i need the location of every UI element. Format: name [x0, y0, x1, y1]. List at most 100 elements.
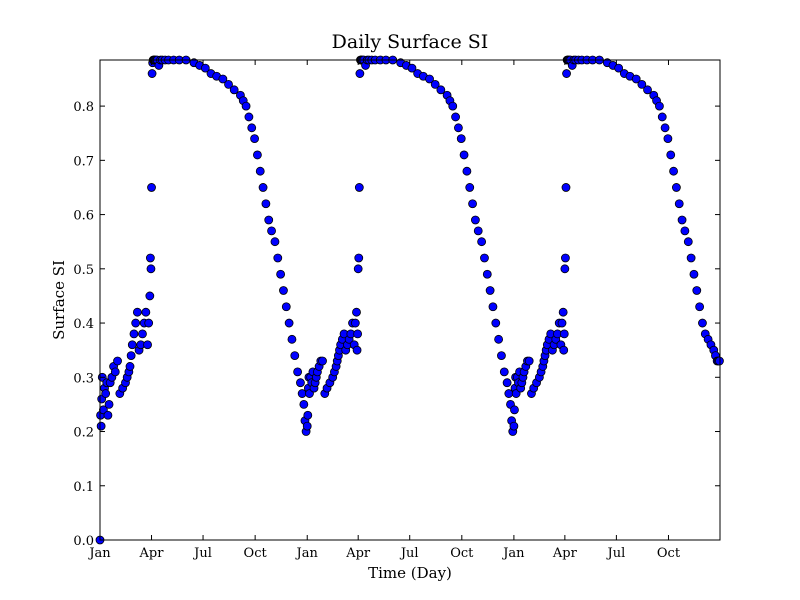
x-tick-label: Apr: [552, 546, 578, 561]
data-point: [715, 356, 724, 366]
data-point: [637, 80, 647, 89]
data-point: [270, 237, 280, 247]
data-point: [480, 253, 489, 263]
data-point: [302, 421, 312, 431]
data-point: [456, 134, 466, 144]
data-point: [244, 112, 254, 122]
data-point: [631, 74, 641, 84]
data-point: [509, 421, 519, 431]
data-point: [126, 351, 136, 360]
data-point: [430, 80, 440, 89]
data-point: [482, 269, 492, 279]
data-point: [436, 85, 446, 95]
data-point: [284, 318, 294, 328]
x-tick-label: Apr: [345, 546, 371, 561]
data-point: [692, 286, 702, 295]
y-tick-label: 0.7: [73, 154, 94, 169]
data-point: [104, 400, 114, 409]
y-tick-label: 0.0: [73, 534, 94, 549]
y-tick-label: 0.4: [73, 317, 94, 332]
x-axis-label: Time (Day): [368, 564, 452, 582]
data-point: [657, 112, 667, 122]
data-point: [143, 340, 152, 350]
data-point: [655, 101, 664, 111]
y-tick-label: 0.3: [73, 371, 94, 386]
x-tick-label: Jan: [295, 546, 319, 561]
data-point: [127, 340, 137, 350]
data-point: [146, 264, 156, 274]
data-point: [247, 123, 257, 133]
data-point: [643, 85, 652, 95]
data-point: [303, 410, 313, 420]
data-point: [494, 334, 504, 344]
data-point: [459, 150, 469, 160]
data-point: [113, 356, 122, 366]
x-tick-label: Oct: [657, 546, 681, 561]
data-point: [253, 150, 262, 160]
data-point: [510, 405, 519, 415]
y-axis-label: Surface SI: [50, 260, 68, 340]
data-point: [141, 307, 151, 317]
data-point: [666, 150, 676, 160]
y-tick-label: 0.5: [73, 263, 94, 278]
data-point: [559, 329, 569, 339]
data-point: [683, 237, 693, 247]
data-point: [560, 264, 570, 274]
data-point: [110, 367, 120, 377]
data-point: [101, 389, 111, 398]
data-point: [241, 101, 251, 111]
plot-area: 0.0 0.1 0.2 0.3 0.4 0.5 0.6 0.7 0.8 Jan Apr Jul Oct…: [73, 55, 724, 561]
data-point: [660, 123, 670, 133]
data-point: [218, 74, 228, 84]
data-point: [497, 351, 506, 360]
data-point: [224, 80, 233, 89]
data-point: [261, 199, 271, 209]
data-point: [491, 318, 501, 328]
x-tick-label: Oct: [450, 546, 474, 561]
data-point: [145, 253, 155, 263]
data-point: [499, 367, 509, 377]
data-point: [144, 318, 154, 328]
data-point: [558, 307, 568, 317]
data-point: [279, 286, 288, 295]
data-point: [663, 134, 673, 144]
data-point: [355, 69, 365, 78]
data-point: [258, 183, 268, 192]
data-point: [354, 183, 364, 192]
data-point: [689, 269, 699, 279]
data-point: [454, 123, 463, 133]
x-tick-label: Jul: [399, 546, 419, 561]
data-point: [103, 410, 113, 420]
x-tick-label: Apr: [139, 546, 165, 561]
data-point: [229, 85, 239, 95]
data-point: [281, 302, 291, 312]
data-point: [561, 183, 571, 192]
data-point: [145, 291, 155, 301]
data-point: [557, 318, 567, 328]
data-point: [465, 183, 475, 192]
data-point: [502, 378, 512, 388]
y-tick-label: 0.8: [73, 100, 94, 115]
data-point: [674, 199, 684, 209]
data-point: [698, 318, 707, 328]
data-point: [473, 226, 483, 236]
data-point: [296, 378, 305, 388]
data-point: [524, 356, 534, 366]
data-point: [562, 69, 571, 78]
data-point: [614, 63, 624, 73]
data-point: [131, 318, 141, 328]
x-tick-label: Jan: [501, 546, 525, 561]
data-point: [353, 329, 363, 339]
data-point: [677, 215, 687, 225]
data-point: [407, 63, 417, 73]
data-point: [477, 237, 487, 247]
data-point: [293, 367, 303, 377]
data-point: [448, 101, 458, 111]
data-point: [264, 215, 274, 225]
data-point: [350, 318, 360, 328]
data-point: [255, 166, 265, 176]
y-tick-label: 0.6: [73, 209, 94, 224]
data-point: [488, 302, 498, 312]
data-point: [451, 112, 460, 122]
